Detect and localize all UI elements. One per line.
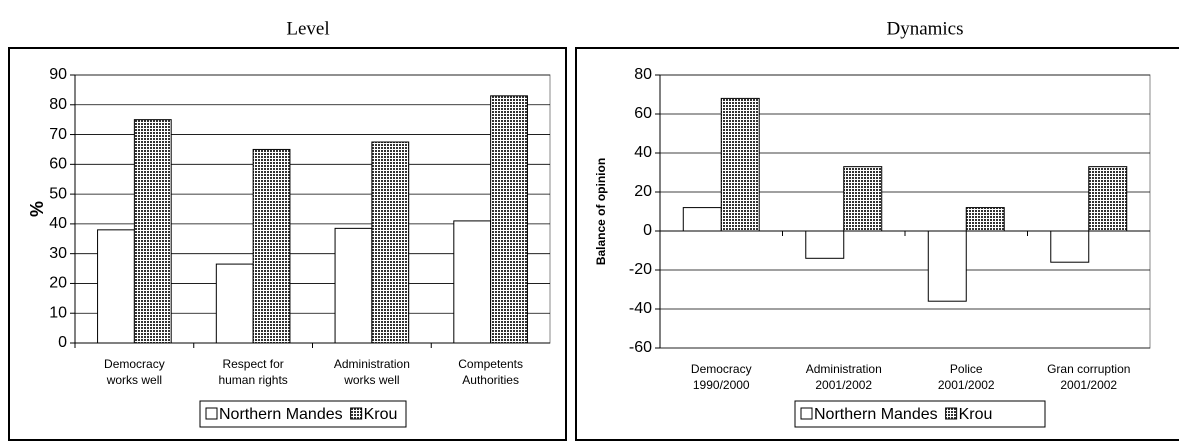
y-tick-label: 80 [634, 66, 652, 83]
x-tick-label: Competents [458, 357, 523, 371]
x-tick-label: 2001/2002 [938, 378, 995, 392]
bar [805, 230, 845, 259]
legend-label: Krou [364, 406, 398, 423]
bar [215, 263, 254, 344]
chart-title: Dynamics [886, 18, 963, 39]
bar [1050, 230, 1090, 263]
bar [334, 227, 373, 344]
y-axis-label: % [27, 201, 47, 217]
y-tick-label: -60 [629, 339, 652, 356]
bar [843, 166, 883, 232]
y-tick-label: 30 [49, 245, 67, 262]
legend-swatch [800, 407, 813, 420]
legend-box [794, 400, 1046, 428]
y-tick-label: 20 [49, 275, 67, 292]
panel-frame [8, 47, 567, 441]
y-tick-label: -40 [629, 300, 652, 317]
y-tick-label: 10 [49, 304, 67, 321]
panel-frame [575, 47, 1179, 441]
x-tick-label: 2001/2002 [815, 378, 872, 392]
legend-swatch [945, 407, 958, 420]
y-tick-label: 70 [49, 126, 67, 143]
x-tick-label: Administration [806, 362, 882, 376]
x-tick-label: Authorities [462, 373, 519, 387]
y-tick-label: 0 [58, 334, 67, 351]
y-tick-label: 0 [643, 222, 652, 239]
bar [453, 220, 492, 344]
bar [682, 207, 722, 232]
bar [1088, 166, 1128, 232]
legend-swatch [205, 407, 218, 420]
y-tick-label: 40 [49, 215, 67, 232]
bar [97, 229, 135, 344]
y-tick-label: 40 [634, 144, 652, 161]
x-tick-label: works well [343, 373, 399, 387]
chart-title: Level [286, 18, 329, 39]
x-tick-label: Gran corruption [1047, 362, 1130, 376]
y-tick-label: 20 [634, 183, 652, 200]
legend-label: Krou [959, 406, 993, 423]
legend-label: Northern Mandes [814, 406, 938, 423]
x-tick-label: works well [106, 373, 162, 387]
y-tick-label: 90 [49, 66, 67, 83]
legend-box [199, 400, 407, 428]
y-tick-label: -20 [629, 261, 652, 278]
x-tick-label: human rights [218, 373, 287, 387]
legend-swatch [350, 407, 363, 420]
x-tick-label: 2001/2002 [1060, 378, 1117, 392]
legend-label: Northern Mandes [219, 406, 343, 423]
y-tick-label: 60 [49, 156, 67, 173]
x-tick-label: Democracy [691, 362, 752, 376]
bar [371, 141, 410, 344]
y-tick-label: 60 [634, 105, 652, 122]
x-tick-label: Democracy [104, 357, 165, 371]
bar [927, 230, 967, 302]
bar [720, 97, 760, 232]
y-tick-label: 80 [49, 96, 67, 113]
bar [133, 119, 172, 344]
y-axis-label: Balance of opinion [594, 158, 608, 265]
bar [252, 148, 291, 344]
bar [490, 95, 528, 344]
x-tick-label: Police [950, 362, 983, 376]
x-tick-label: 1990/2000 [693, 378, 750, 392]
y-tick-label: 50 [49, 185, 67, 202]
bar [965, 207, 1005, 232]
x-tick-label: Administration [334, 357, 410, 371]
x-tick-label: Respect for [222, 357, 283, 371]
